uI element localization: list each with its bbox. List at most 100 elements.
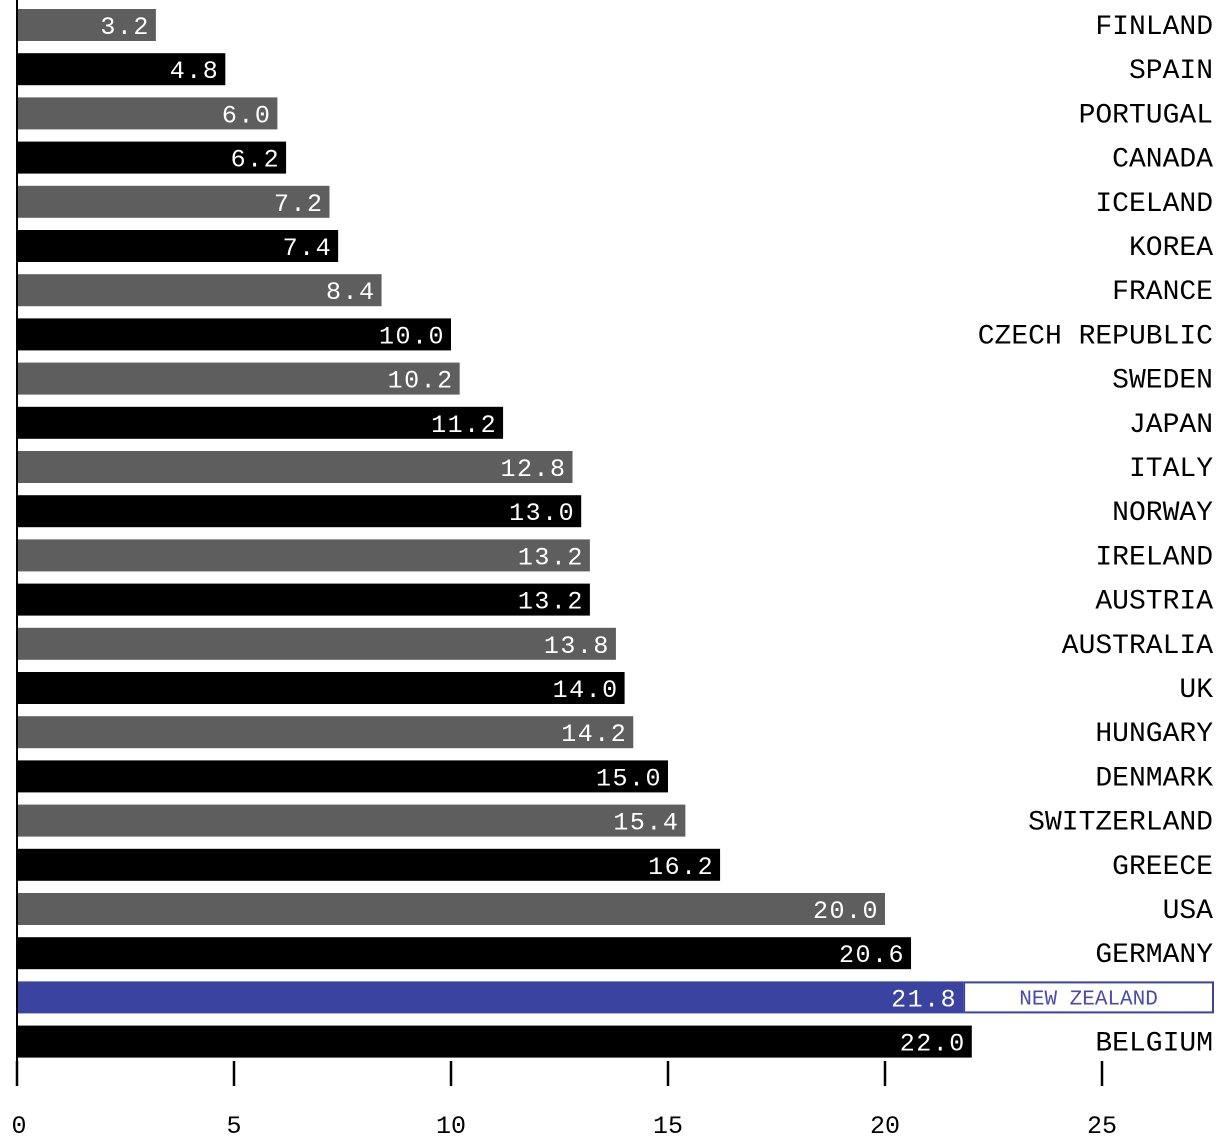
- bar: [17, 185, 330, 218]
- bars-layer: 3.2 FINLAND 4.8 SPAIN 6.0 PORTUGAL 6.2 CANADA 7.…: [17, 9, 1214, 1060]
- x-tick-label: 0: [11, 1112, 26, 1136]
- bar-row: 7.4 KOREA: [17, 230, 1213, 264]
- category-label: AUSTRIA: [1095, 587, 1213, 618]
- bar-value-label: 7.4: [283, 234, 333, 263]
- bar-value-label: 21.8: [891, 985, 957, 1014]
- category-label: SWEDEN: [1112, 366, 1213, 397]
- bar-value-label: 7.2: [274, 190, 324, 219]
- bar-row: 12.8 ITALY: [17, 451, 1213, 485]
- category-label: SPAIN: [1129, 56, 1213, 87]
- bar: [17, 848, 721, 881]
- x-tick-label: 15: [653, 1112, 683, 1136]
- category-label: CANADA: [1112, 145, 1213, 176]
- bar: [17, 672, 625, 704]
- bar-value-label: 14.0: [553, 676, 619, 705]
- bar-row: 22.0 BELGIUM: [17, 1025, 1213, 1060]
- bar-value-label: 10.2: [388, 367, 454, 396]
- bar-row: 14.0 UK: [17, 672, 1213, 706]
- bar-value-label: 3.2: [100, 13, 150, 42]
- bar-row: 13.2 AUSTRIA: [17, 583, 1213, 618]
- bar-row: 16.2 GREECE: [17, 848, 1213, 883]
- category-label: NEW ZEALAND: [1019, 988, 1158, 1011]
- bar-value-label: 20.6: [839, 941, 905, 970]
- bar: [17, 362, 460, 395]
- x-tick-label: 25: [1087, 1112, 1117, 1136]
- bar: [17, 981, 964, 1014]
- bar-row: 10.0 CZECH REPUBLIC: [17, 318, 1213, 352]
- bar-value-label: 6.2: [231, 146, 281, 175]
- category-label: UK: [1179, 675, 1213, 706]
- bar: [17, 9, 156, 41]
- category-label: KOREA: [1129, 233, 1213, 264]
- category-label: BELGIUM: [1095, 1029, 1213, 1060]
- bar-value-label: 14.2: [561, 720, 627, 749]
- bar-row: 6.0 PORTUGAL: [17, 97, 1213, 131]
- category-label: NORWAY: [1112, 498, 1213, 529]
- bar-row: 10.2 SWEDEN: [17, 362, 1213, 397]
- bar-row: 4.8 SPAIN: [17, 53, 1213, 87]
- bar-row: 20.6 GERMANY: [17, 937, 1213, 971]
- bar-value-label: 13.0: [509, 499, 575, 528]
- bar: [17, 937, 912, 970]
- category-label: ITALY: [1129, 454, 1213, 485]
- bar: [17, 716, 634, 749]
- category-label: ICELAND: [1095, 189, 1213, 220]
- category-label: HUNGARY: [1095, 719, 1213, 750]
- bar-value-label: 10.0: [379, 322, 445, 351]
- bar-value-label: 16.2: [648, 853, 714, 882]
- category-label: FINLAND: [1095, 12, 1213, 43]
- bar-row: 13.0 NORWAY: [17, 495, 1213, 529]
- bar-value-label: 22.0: [900, 1030, 966, 1059]
- category-label: FRANCE: [1112, 277, 1213, 308]
- x-tick-label: 5: [226, 1112, 241, 1136]
- bar-row: 8.4 FRANCE: [17, 274, 1213, 308]
- category-label: GREECE: [1112, 852, 1213, 883]
- bar-row: 3.2 FINLAND: [17, 9, 1213, 43]
- category-label: AUSTRALIA: [1062, 631, 1213, 662]
- bar: [17, 804, 686, 837]
- bar-row: 13.8 AUSTRALIA: [17, 627, 1213, 662]
- bar: [17, 230, 339, 262]
- category-label: PORTUGAL: [1079, 100, 1213, 131]
- category-label: USA: [1163, 896, 1214, 927]
- bar: [17, 274, 382, 307]
- bar: [17, 760, 668, 793]
- bar-value-label: 15.0: [596, 764, 662, 793]
- bar-value-label: 15.4: [613, 809, 679, 838]
- bar: [17, 141, 287, 174]
- bar-row: 6.2 CANADA: [17, 141, 1213, 176]
- bar: [17, 495, 582, 528]
- bar: [17, 1025, 972, 1058]
- bar-row: 7.2 ICELAND: [17, 185, 1213, 220]
- bar: [17, 893, 885, 925]
- bar: [17, 318, 451, 351]
- bar-value-label: 13.8: [544, 632, 610, 661]
- bar: [17, 97, 278, 130]
- bar-row: 13.2 IRELAND: [17, 539, 1213, 573]
- bar-value-label: 4.8: [170, 57, 220, 86]
- bar-value-label: 13.2: [518, 543, 584, 572]
- bar: [17, 451, 573, 483]
- category-label: CZECH REPUBLIC: [978, 321, 1213, 352]
- bar-row: 21.8 NEW ZEALAND: [17, 981, 1214, 1014]
- bar: [17, 53, 226, 86]
- category-label: SWITZERLAND: [1028, 808, 1213, 839]
- bar: [17, 627, 616, 660]
- category-label: IRELAND: [1095, 542, 1213, 573]
- x-tick-label: 10: [436, 1112, 466, 1136]
- bar: [17, 583, 590, 616]
- bar-row: 15.0 DENMARK: [17, 760, 1213, 794]
- bar-row: 20.0 USA: [17, 893, 1213, 927]
- bar-row: 14.2 HUNGARY: [17, 716, 1213, 750]
- category-label: JAPAN: [1129, 410, 1213, 441]
- category-label: DENMARK: [1095, 763, 1213, 794]
- bar-value-label: 8.4: [326, 278, 376, 307]
- bar: [17, 539, 590, 572]
- bar-value-label: 12.8: [501, 455, 567, 484]
- highlight-label-box: [963, 981, 1214, 1014]
- category-label: GERMANY: [1095, 940, 1213, 971]
- x-axis: 0 5 10 15 20 25: [11, 0, 1117, 1136]
- bar-row: 15.4 SWITZERLAND: [17, 804, 1213, 839]
- bar-value-label: 11.2: [431, 411, 497, 440]
